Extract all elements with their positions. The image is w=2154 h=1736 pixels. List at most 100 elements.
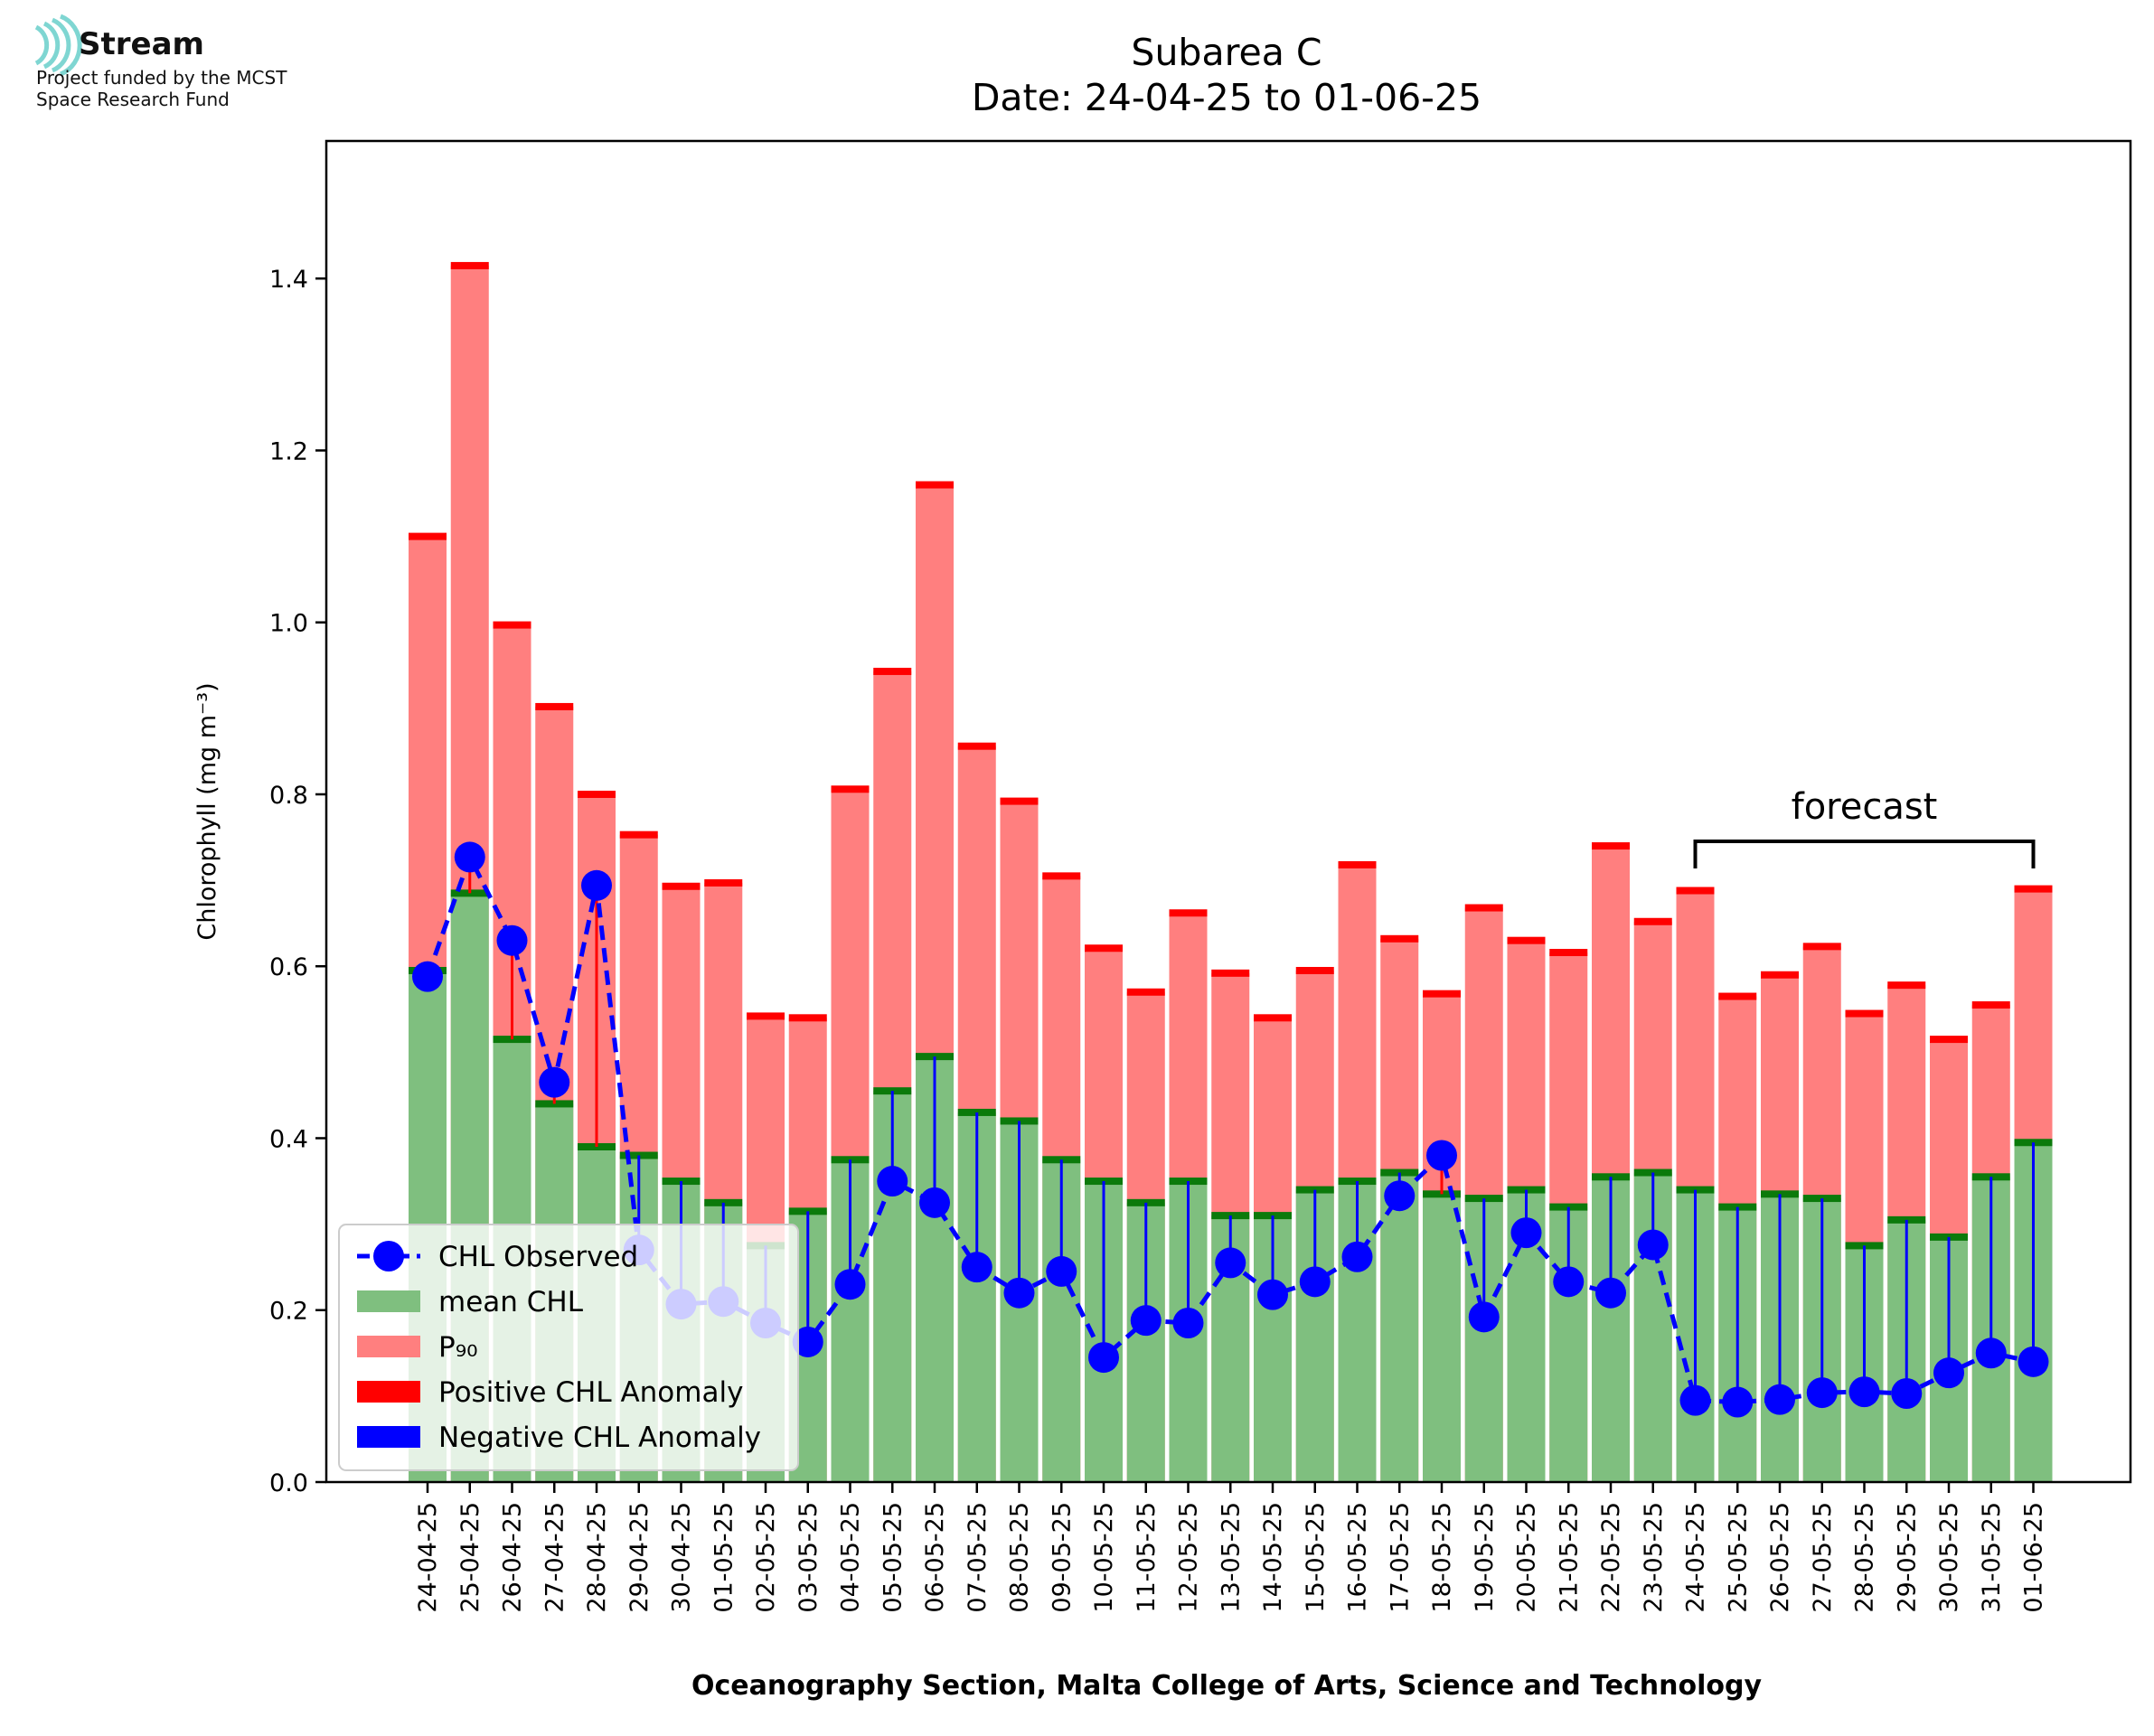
p90-cap: [873, 667, 912, 675]
p90-cap: [916, 481, 954, 489]
p90-cap: [1507, 936, 1546, 944]
y-tick-label: 0.6: [269, 953, 308, 981]
legend-swatch-positive-anomaly: [357, 1381, 420, 1403]
observed-point: [1341, 1241, 1373, 1272]
p90-cap: [1887, 981, 1926, 990]
x-tick-label: 05-05-25: [879, 1502, 907, 1613]
observed-point: [877, 1166, 908, 1197]
observed-point: [1933, 1357, 1964, 1389]
p90-cap: [831, 785, 870, 793]
x-tick-label: 07-05-25: [964, 1502, 992, 1613]
observed-point: [539, 1066, 570, 1098]
x-tick-label: 11-05-25: [1133, 1502, 1161, 1613]
x-tick-label: 28-04-25: [583, 1502, 611, 1613]
x-axis-label: Oceanography Section, Malta College of A…: [691, 1670, 1763, 1702]
mean-bar: [1380, 1172, 1419, 1482]
observed-point: [412, 961, 443, 992]
legend: CHL Observed mean CHL P₉₀ Positive CHL A…: [338, 1224, 799, 1471]
x-tick-label: 26-05-25: [1766, 1502, 1794, 1613]
legend-label-positive-anomaly: Positive CHL Anomaly: [438, 1376, 743, 1409]
forecast-bracket: [1693, 840, 2036, 868]
observed-point: [1468, 1301, 1500, 1333]
p90-cap: [1845, 1009, 1884, 1018]
p90-cap: [1338, 860, 1377, 868]
p90-cap: [704, 878, 743, 887]
x-tick-label: 30-04-25: [668, 1502, 696, 1613]
p90-cap: [747, 1012, 785, 1020]
observed-point: [1046, 1255, 1077, 1287]
y-tick-label: 1.0: [269, 610, 308, 638]
observed-point: [1848, 1376, 1880, 1408]
legend-item-mean: mean CHL: [357, 1286, 584, 1318]
p90-cap: [578, 790, 616, 798]
x-tick-label: 26-04-25: [499, 1502, 527, 1613]
observed-point: [919, 1187, 950, 1218]
observed-point: [1088, 1342, 1119, 1374]
observed-point: [961, 1252, 992, 1283]
x-tick-label: 28-05-25: [1851, 1502, 1879, 1613]
legend-swatch-observed-marker: [373, 1241, 404, 1272]
p90-cap: [1930, 1036, 1968, 1044]
p90-cap: [1000, 797, 1039, 805]
y-tick-label: 1.2: [269, 437, 308, 465]
legend-swatch-p90: [357, 1336, 420, 1357]
observed-point: [1975, 1337, 2007, 1369]
legend-label-negative-anomaly: Negative CHL Anomaly: [438, 1422, 761, 1454]
x-tick-label: 09-05-25: [1048, 1502, 1076, 1613]
x-tick-label: 15-05-25: [1302, 1502, 1330, 1613]
p90-cap: [788, 1014, 827, 1022]
y-axis-label: Chlorophyll (mg m⁻³): [193, 682, 221, 940]
x-tick-label: 03-05-25: [795, 1502, 823, 1613]
observed-point: [1891, 1378, 1923, 1410]
y-axis: 0.0 0.2 0.4 0.6 0.8 1.0 1.2 1.4: [269, 266, 326, 1497]
observed-point: [1172, 1308, 1204, 1339]
logo-subtitle-line2: Space Research Fund: [36, 89, 230, 110]
x-tick-label: 08-05-25: [1006, 1502, 1034, 1613]
x-tick-label: 27-04-25: [541, 1502, 569, 1613]
p90-cap: [619, 830, 658, 839]
p90-cap: [450, 261, 489, 269]
y-tick-label: 0.0: [269, 1469, 308, 1497]
x-tick-label: 16-05-25: [1344, 1502, 1372, 1613]
p90-cap: [1254, 1014, 1292, 1022]
y-tick-label: 0.8: [269, 782, 308, 810]
p90-cap: [1676, 887, 1715, 895]
legend-item-observed: CHL Observed: [357, 1241, 638, 1273]
p90-cap: [493, 621, 531, 629]
signal-waves-icon: [34, 14, 82, 77]
p90-cap: [1761, 971, 1799, 979]
observed-point: [2018, 1346, 2049, 1377]
logo-word: Stream: [79, 26, 204, 62]
observed-point: [1553, 1266, 1585, 1298]
observed-point: [496, 924, 528, 956]
legend-item-positive-anomaly: Positive CHL Anomaly: [357, 1376, 743, 1409]
p90-cap: [1971, 1001, 2010, 1009]
observed-point: [1299, 1266, 1331, 1298]
x-tick-label: 13-05-25: [1217, 1502, 1245, 1613]
p90-cap: [1633, 917, 1672, 925]
mean-bar: [1423, 1194, 1461, 1482]
x-tick-label: 12-05-25: [1175, 1502, 1203, 1613]
logo: Stream Project funded by the MCST Space …: [34, 14, 287, 110]
p90-cap: [1718, 992, 1757, 1000]
logo-subtitle-line1: Project funded by the MCST: [36, 67, 287, 89]
observed-point: [581, 869, 612, 901]
p90-cap: [1464, 904, 1503, 912]
x-tick-label: 25-04-25: [456, 1502, 484, 1613]
observed-point: [1003, 1277, 1035, 1309]
observed-point: [1637, 1229, 1669, 1261]
observed-point: [1722, 1386, 1754, 1418]
observed-point: [1257, 1279, 1288, 1310]
observed-point: [1679, 1384, 1711, 1416]
x-tick-label: 29-04-25: [626, 1502, 654, 1613]
p90-cap: [662, 882, 701, 890]
x-tick-label: 04-05-25: [837, 1502, 865, 1613]
observed-point: [792, 1326, 823, 1357]
legend-swatch-negative-anomaly: [357, 1426, 420, 1448]
x-axis: 24-04-25 25-04-25 26-04-25 27-04-25 28-04-25…: [414, 1482, 2048, 1613]
x-tick-label: 30-05-25: [1935, 1502, 1963, 1613]
x-tick-label: 22-05-25: [1597, 1502, 1625, 1613]
p90-cap: [1042, 872, 1081, 880]
x-tick-label: 21-05-25: [1555, 1502, 1583, 1613]
y-tick-label: 0.4: [269, 1125, 308, 1153]
